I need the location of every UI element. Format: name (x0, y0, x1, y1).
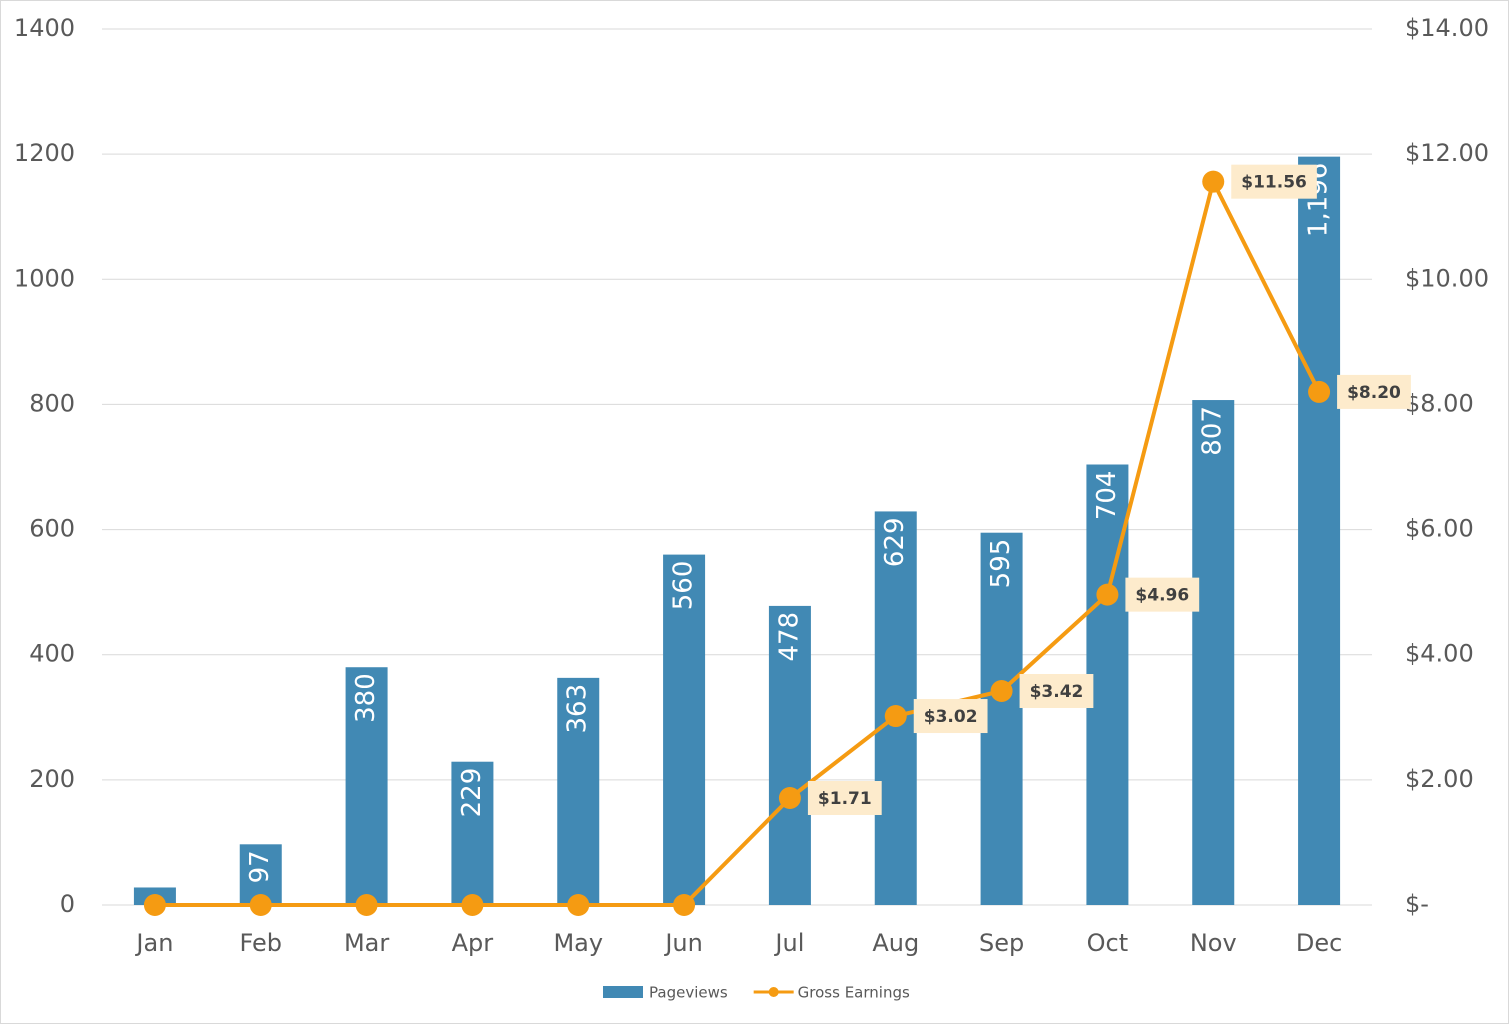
value-label-box (807, 781, 882, 816)
x-tick-label: May (553, 929, 603, 957)
bar (345, 667, 388, 905)
x-tick-label: Jan (134, 929, 173, 957)
line-point (355, 894, 378, 916)
y-tick-label: 200 (29, 765, 75, 793)
line-point (143, 894, 166, 916)
x-tick-label: Aug (872, 929, 919, 957)
bar (663, 554, 706, 905)
line-point (461, 894, 484, 916)
bar (1298, 156, 1341, 905)
bar-value-label: 380 (351, 673, 381, 723)
y-tick-label: 800 (29, 389, 75, 417)
y2-tick-label: $10.00 (1405, 264, 1489, 292)
x-tick-label: Dec (1296, 929, 1342, 957)
line-point (990, 680, 1013, 703)
value-label-box (913, 699, 988, 734)
line-point (567, 894, 590, 916)
bar-value-label: 363 (563, 684, 593, 734)
value-label-box (1019, 674, 1094, 709)
legend-label: Pageviews (649, 984, 728, 1002)
line-value-label: $4.96 (1135, 586, 1189, 606)
bar (1192, 400, 1235, 905)
line-value-label: $1.71 (818, 789, 872, 809)
x-tick-label: Nov (1190, 929, 1237, 957)
x-tick-label: Apr (452, 929, 494, 957)
x-tick-label: Oct (1087, 929, 1129, 957)
bar-value-label: 97 (245, 850, 275, 883)
value-label-box (1337, 374, 1411, 409)
y-tick-label: 1400 (14, 14, 75, 42)
line-point (673, 894, 696, 916)
bar-value-label: 704 (1092, 470, 1122, 520)
line-value-label: $8.20 (1347, 383, 1401, 403)
x-tick-label: Sep (979, 929, 1024, 957)
bar-value-label: 560 (669, 561, 699, 611)
bar (557, 677, 600, 905)
line-point (1096, 583, 1119, 606)
line-value-label: $11.56 (1241, 173, 1307, 193)
x-tick-label: Feb (240, 929, 283, 957)
legend-swatch (603, 986, 643, 998)
line-value-label: $3.02 (924, 707, 978, 727)
line-value-label: $3.42 (1030, 682, 1084, 702)
bar-value-label: 629 (880, 517, 910, 567)
line (154, 179, 1321, 907)
y-tick-label: 1000 (14, 264, 75, 292)
bar (768, 605, 811, 905)
line-point (1308, 380, 1331, 403)
y2-tick-label: $8.00 (1405, 389, 1474, 417)
bar-value-label: 229 (457, 768, 487, 818)
y-tick-label: 0 (60, 890, 75, 918)
y2-tick-label: $6.00 (1405, 515, 1474, 543)
x-tick-label: Mar (344, 929, 389, 957)
y2-tick-label: $2.00 (1405, 765, 1474, 793)
bar-value-label: 807 (1198, 406, 1228, 456)
line-point (884, 705, 907, 728)
bar (980, 532, 1023, 905)
line-point (249, 894, 272, 916)
y2-tick-label: $14.00 (1405, 14, 1489, 42)
legend-label: Gross Earnings (798, 984, 910, 1002)
x-tick-label: Jun (663, 929, 703, 957)
y-tick-label: 600 (29, 515, 75, 543)
y2-tick-label: $4.00 (1405, 640, 1474, 668)
bar (451, 761, 494, 905)
line-point (1202, 170, 1225, 193)
value-label-box (1231, 164, 1317, 199)
y2-tick-label: $12.00 (1405, 139, 1489, 167)
bar-value-label: 595 (986, 539, 1016, 589)
legend-swatch (768, 987, 779, 997)
line-point (778, 787, 801, 810)
x-tick-label: Jul (773, 929, 804, 957)
y2-tick-label: $- (1405, 890, 1429, 918)
y-tick-label: 1200 (14, 139, 75, 167)
value-label-box (1125, 577, 1200, 612)
bar-value-label: 478 (774, 612, 804, 662)
y-tick-label: 400 (29, 640, 75, 668)
